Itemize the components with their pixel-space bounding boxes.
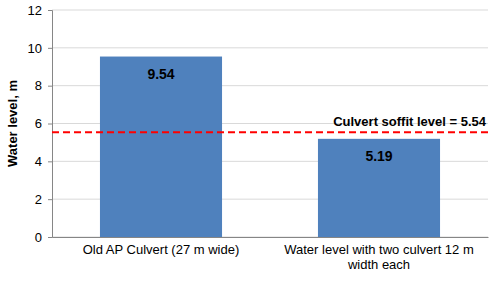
bars (52, 57, 488, 237)
y-tick-label: 12 (28, 3, 42, 18)
bar (100, 57, 222, 237)
y-tick-mark (48, 86, 52, 87)
y-tick-label: 2 (35, 192, 42, 207)
x-tick: Water level with two culvert 12 mwidth e… (284, 237, 474, 272)
data-label: 9.54 (147, 66, 174, 82)
x-axis: Old AP Culvert (27 m wide) Water level wi… (53, 237, 489, 272)
x-tick-label-line: Water level with two culvert 12 m (284, 242, 474, 257)
x-tick: Old AP Culvert (27 m wide) (83, 237, 240, 257)
grid (52, 10, 488, 237)
grid-line (52, 47, 488, 48)
y-tick-mark (48, 161, 52, 162)
y-tick-label: 8 (35, 78, 42, 93)
y-tick: 2 (35, 192, 52, 207)
chart: 0 2 4 6 8 10 12 Old AP Culvert (27 m wide) Water… (0, 0, 500, 285)
y-tick-label: 4 (35, 154, 42, 169)
y-tick-mark (48, 124, 52, 125)
y-tick: 0 (35, 230, 52, 245)
x-tick-label-line: Old AP Culvert (27 m wide) (83, 242, 240, 257)
bar (318, 139, 440, 237)
y-tick: 12 (28, 3, 52, 18)
x-tick-label: Water level with two culvert 12 mwidth e… (284, 242, 474, 272)
y-tick-mark (48, 10, 52, 11)
y-axis: 0 2 4 6 8 10 12 (28, 3, 53, 245)
reference-line (52, 131, 488, 133)
plot: 0 2 4 6 8 10 12 Old AP Culvert (27 m wide) Water… (28, 3, 489, 273)
x-tick-label-line: width each (347, 257, 410, 272)
y-tick-label: 6 (35, 116, 42, 131)
y-tick-mark (48, 48, 52, 49)
y-tick: 10 (28, 40, 52, 55)
y-tick-label: 10 (28, 40, 42, 55)
grid-line (52, 10, 488, 11)
y-axis-line (48, 11, 53, 238)
y-tick-mark (48, 237, 52, 238)
y-tick: 8 (35, 78, 52, 93)
y-tick: 4 (35, 154, 52, 169)
y-axis-title: Water level, m (5, 80, 20, 167)
y-tick: 6 (35, 116, 52, 131)
x-axis-line (53, 237, 489, 238)
x-tick-label: Old AP Culvert (27 m wide) (83, 242, 240, 257)
y-tick-mark (48, 199, 52, 200)
data-label: 5.19 (365, 148, 392, 164)
y-tick-label: 0 (35, 230, 42, 245)
reference-label: Culvert soffit level = 5.54 (333, 114, 487, 129)
